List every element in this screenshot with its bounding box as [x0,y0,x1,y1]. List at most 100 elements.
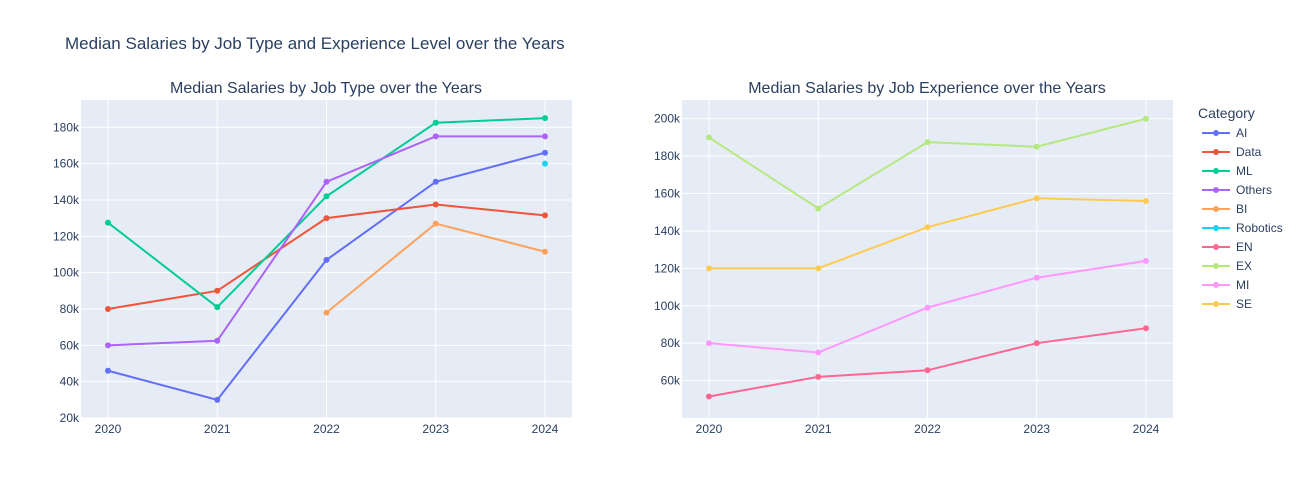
legend-marker [1213,301,1219,307]
legend-marker [1213,244,1219,250]
legend-label: Data [1236,145,1262,159]
x-tick-label: 2023 [1023,422,1050,436]
series-se [706,195,1149,272]
data-point[interactable] [432,220,439,227]
x-tick-label: 2024 [1133,422,1160,436]
data-point[interactable] [1143,115,1149,122]
series-data [105,201,548,312]
legend-label: Others [1236,183,1272,197]
legend-item-ai[interactable]: AI [1202,126,1247,140]
legend-item-se[interactable]: SE [1202,297,1252,311]
y-tick-label: 80k [60,302,80,316]
x-tick-label: 2024 [532,422,559,436]
legend-label: SE [1236,297,1252,311]
data-point[interactable] [432,201,439,208]
data-point[interactable] [323,193,330,200]
data-point[interactable] [542,133,548,140]
series-mi [706,257,1149,356]
x-tick-label: 2022 [313,422,340,436]
y-tick-label: 100k [654,299,681,313]
data-point[interactable] [214,304,221,311]
legend-item-en[interactable]: EN [1202,240,1253,254]
legend-item-data[interactable]: Data [1202,145,1262,159]
data-point[interactable] [214,396,221,403]
y-tick-label: 40k [60,375,80,389]
legend-marker [1213,130,1219,136]
data-point[interactable] [815,205,822,212]
data-point[interactable] [706,134,712,141]
data-point[interactable] [214,337,221,344]
y-tick-label: 100k [53,266,80,280]
data-point[interactable] [432,178,439,185]
data-point[interactable] [105,305,111,312]
data-point[interactable] [924,367,931,374]
legend-marker [1213,282,1219,288]
data-point[interactable] [432,133,439,140]
series-en [706,325,1149,400]
data-point[interactable] [105,219,111,226]
x-tick-label: 2021 [805,422,832,436]
data-point[interactable] [542,149,548,156]
legend-item-others[interactable]: Others [1202,183,1272,197]
chart-job-type: 2020 2021 2022 2023 2024 20k 40k 60k 80k 100k 120k… [53,100,572,436]
data-point[interactable] [924,139,931,146]
data-point[interactable] [323,309,330,316]
data-point[interactable] [542,115,548,122]
legend-label: ML [1236,164,1253,178]
data-point[interactable] [1033,143,1040,150]
data-point[interactable] [542,212,548,219]
data-point[interactable] [323,256,330,263]
data-point[interactable] [105,342,111,349]
legend-marker [1213,168,1219,174]
series-others [105,133,548,349]
legend-item-ex[interactable]: EX [1202,259,1252,273]
y-tick-label: 60k [60,338,80,352]
data-point[interactable] [706,265,712,272]
y-tick-label: 80k [661,336,681,350]
legend-label: MI [1236,278,1249,292]
series-ai [105,149,548,403]
series-robotics [542,160,548,167]
data-point[interactable] [542,160,548,167]
data-point[interactable] [105,367,111,374]
y-tick-label: 120k [654,261,681,275]
data-point[interactable] [815,265,822,272]
legend-item-mi[interactable]: MI [1202,278,1249,292]
legend-label: BI [1236,202,1247,216]
x-tick-label: 2020 [95,422,122,436]
y-tick-label: 200k [654,112,681,126]
data-point[interactable] [1033,274,1040,281]
legend-item-robotics[interactable]: Robotics [1202,221,1283,235]
data-point[interactable] [924,224,931,231]
legend-marker [1213,263,1219,269]
data-point[interactable] [815,349,822,356]
y-tick-label: 160k [654,187,681,201]
data-point[interactable] [323,215,330,222]
data-point[interactable] [706,340,712,347]
data-point[interactable] [924,304,931,311]
data-point[interactable] [1143,325,1149,332]
data-point[interactable] [1033,340,1040,347]
data-point[interactable] [542,248,548,255]
legend: Category AI Data ML Others BI Robotics EN EX MI SE [1198,105,1283,311]
data-point[interactable] [432,119,439,126]
legend-item-ml[interactable]: ML [1202,164,1253,178]
y-tick-label: 60k [661,374,681,388]
legend-item-bi[interactable]: BI [1202,202,1247,216]
data-point[interactable] [1143,198,1149,205]
y-tick-label: 180k [654,149,681,163]
data-point[interactable] [706,393,712,400]
chart-experience: 2020 2021 2022 2023 2024 60k 80k 100k 120k 140k 16… [654,100,1173,436]
x-tick-label: 2021 [204,422,231,436]
data-point[interactable] [214,287,221,294]
data-point[interactable] [323,178,330,185]
legend-marker [1213,149,1219,155]
left-chart-title: Median Salaries by Job Type over the Yea… [170,80,482,97]
y-tick-label: 140k [654,224,681,238]
data-point[interactable] [1143,257,1149,264]
data-point[interactable] [1033,195,1040,202]
legend-title: Category [1198,105,1255,121]
x-tick-label: 2022 [914,422,941,436]
data-point[interactable] [815,373,822,380]
